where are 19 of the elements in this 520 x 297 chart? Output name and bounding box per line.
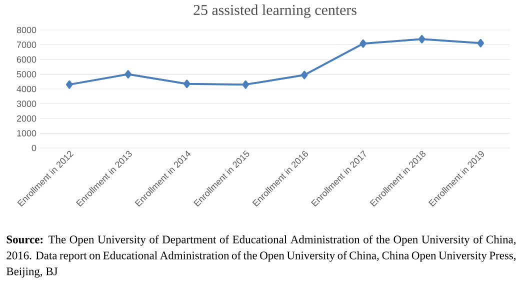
point	[418, 34, 426, 44]
y-tick-label: 6000	[16, 56, 36, 63]
y-tick-label: 5000	[16, 71, 36, 78]
point	[300, 70, 308, 80]
point	[477, 38, 484, 48]
y-tick-label: 0	[32, 144, 36, 152]
y-tick-label: 7000	[16, 42, 36, 48]
point	[242, 80, 250, 89]
point	[360, 39, 367, 48]
y-tick-label: 8000	[16, 26, 36, 34]
y-tick-label: 4000	[16, 86, 36, 92]
point	[66, 80, 73, 89]
point	[124, 70, 132, 78]
text: Source: The Open University of Department of Educational Administration of the Open University of China, 2016. Data report on Educational Administration of the Open University of China, China Open University Press, Beijing, BJ	[6, 235, 516, 278]
y-tick-label: 2000	[16, 115, 36, 122]
chart-title: 25 assisted learning centers	[194, 4, 356, 18]
y-tick-label: 1000	[17, 130, 36, 136]
y-tick-label: 3000	[16, 100, 36, 107]
point	[183, 80, 190, 88]
